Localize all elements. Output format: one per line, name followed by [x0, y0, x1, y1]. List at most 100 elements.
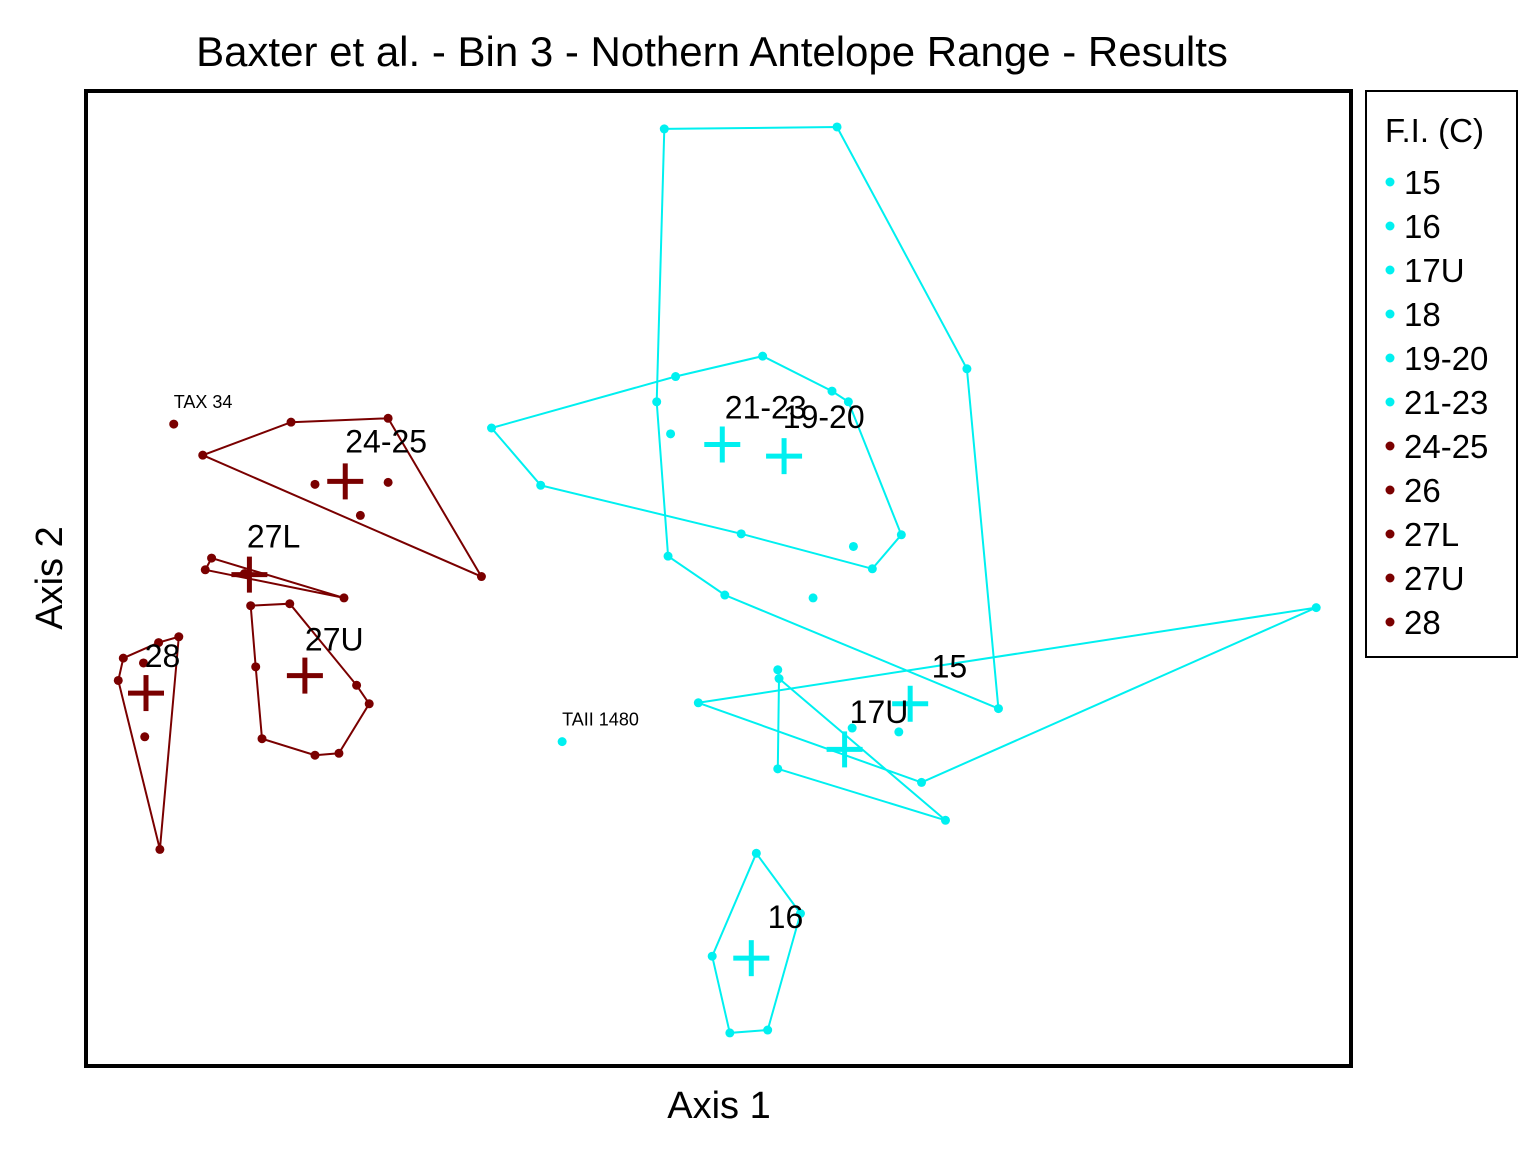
data-point [652, 397, 662, 407]
legend-label: 16 [1404, 208, 1441, 245]
hull-16 [711, 851, 802, 1034]
legend-entry-18: 18 [1385, 296, 1441, 333]
outlier-TAII-1480: TAII 1480 [557, 710, 639, 747]
data-point [174, 632, 184, 642]
cluster-24-25: 24-25 [198, 413, 486, 582]
legend-entry-16: 16 [1385, 208, 1441, 245]
centroid-17U [826, 731, 863, 768]
data-point [138, 658, 148, 668]
hull-21-23 [655, 125, 1000, 711]
data-point [383, 477, 393, 487]
cluster-label-21-23: 21-23 [725, 389, 807, 425]
data-point [993, 704, 1003, 714]
data-point [847, 723, 857, 733]
legend-label: 27U [1404, 560, 1465, 597]
cluster-label-28: 28 [145, 638, 181, 674]
data-point [352, 680, 362, 690]
data-point [832, 122, 842, 132]
data-point [364, 699, 374, 709]
data-point [257, 734, 267, 744]
legend-entry-26: 26 [1385, 472, 1441, 509]
centroid-19-20 [766, 438, 803, 475]
data-point [246, 601, 256, 611]
data-point [773, 764, 783, 774]
data-point [476, 572, 486, 582]
data-point [962, 364, 972, 374]
data-point [666, 429, 676, 439]
legend-entry-27L: 27L [1385, 516, 1459, 553]
data-point [896, 530, 906, 540]
data-point [758, 351, 768, 361]
data-point [795, 908, 805, 918]
cluster-16: 16 [707, 848, 805, 1038]
cluster-15: 15 [693, 603, 1321, 787]
legend-label: 27L [1404, 516, 1459, 553]
legend-marker [1385, 441, 1395, 451]
data-point [113, 675, 123, 685]
cluster-19-20: 19-20 [487, 351, 906, 603]
cluster-27L: 27L [200, 518, 349, 603]
cluster-label-19-20: 19-20 [783, 399, 865, 435]
data-point [720, 590, 730, 600]
data-point [487, 423, 497, 433]
legend-entry-27U: 27U [1385, 560, 1465, 597]
chart-title: Baxter et al. - Bin 3 - Nothern Antelope… [196, 28, 1228, 75]
centroid-16 [733, 940, 770, 977]
legend-label: 15 [1404, 164, 1441, 201]
centroid-24-25 [327, 463, 364, 500]
legend-entries: 15 16 17U 18 19-20 21-23 24-25 26 27L 27U 28 [1385, 164, 1488, 641]
legend-label: 24-25 [1404, 428, 1488, 465]
data-point [536, 480, 546, 490]
y-axis-label: Axis 2 [29, 526, 71, 629]
outlier-TAX-34: TAX 34 [169, 392, 232, 429]
legend: F.I. (C) 15 16 17U 18 19-20 21-23 24-25 26 27L 27… [1365, 90, 1518, 658]
legend-marker [1385, 353, 1395, 363]
data-point [118, 653, 128, 663]
data-point [736, 529, 746, 539]
legend-marker [1385, 221, 1395, 231]
hull-19-20 [489, 355, 903, 570]
data-point [894, 727, 904, 737]
data-point [773, 665, 783, 675]
data-point [867, 564, 877, 574]
data-point [763, 1025, 773, 1035]
centroid-28 [128, 675, 165, 712]
centroid-27U [286, 657, 323, 694]
legend-marker [1385, 265, 1395, 275]
data-point [693, 698, 703, 708]
cluster-label-24-25: 24-25 [345, 423, 427, 459]
data-point [207, 553, 217, 563]
legend-entry-19-20: 19-20 [1385, 340, 1488, 377]
data-point [200, 565, 210, 575]
data-point [251, 662, 261, 672]
cluster-label-15: 15 [932, 649, 968, 685]
legend-marker [1385, 573, 1395, 583]
data-point [285, 599, 295, 609]
data-point [707, 951, 717, 961]
data-point [154, 638, 164, 648]
data-point [140, 732, 150, 742]
outlier-point [169, 419, 179, 429]
legend-marker [1385, 309, 1395, 319]
data-point [751, 848, 761, 858]
x-axis-label: Axis 1 [667, 1085, 770, 1127]
hull-15 [697, 606, 1317, 784]
data-point [310, 479, 320, 489]
legend-label: 19-20 [1404, 340, 1488, 377]
data-point [843, 397, 853, 407]
legend-entry-28: 28 [1385, 604, 1441, 641]
cluster-label-27U: 27U [305, 621, 364, 657]
data-point [659, 124, 669, 134]
cluster-27U: 27U [246, 599, 374, 760]
data-point [155, 844, 165, 854]
legend-marker [1385, 617, 1395, 627]
cluster-label-16: 16 [768, 899, 804, 935]
cluster-21-23: 21-23 [652, 122, 1003, 714]
legend-label: 28 [1404, 604, 1441, 641]
data-point [383, 413, 393, 423]
legend-label: 26 [1404, 472, 1441, 509]
legend-label: 18 [1404, 296, 1441, 333]
hull-27L [203, 556, 345, 599]
